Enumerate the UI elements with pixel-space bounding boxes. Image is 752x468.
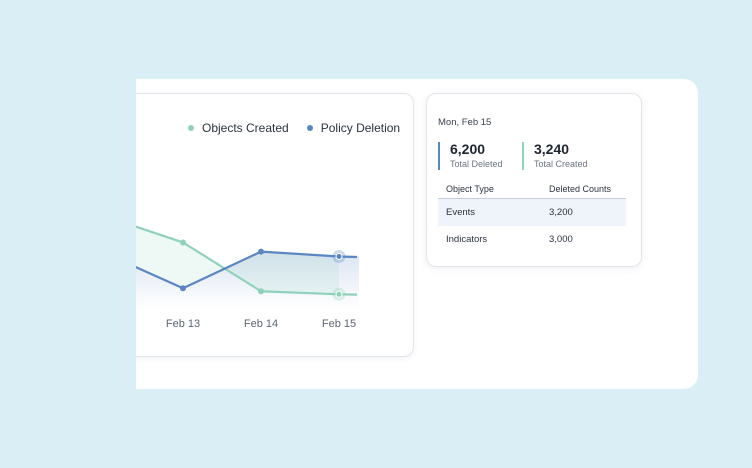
cell-object-type: Events bbox=[446, 207, 476, 218]
area-fill-between-series bbox=[136, 226, 339, 295]
cell-object-type: Indicators bbox=[446, 234, 488, 245]
legend-item-objects-created[interactable]: Objects Created bbox=[188, 121, 289, 135]
legend-dot-icon bbox=[188, 125, 194, 131]
table-row[interactable]: Indicators 3,000 bbox=[438, 226, 626, 253]
dashboard-panel: Objects Created Policy Deletion Feb 12Fe… bbox=[136, 79, 698, 389]
total-created-value: 3,240 bbox=[534, 141, 570, 157]
legend-label: Policy Deletion bbox=[320, 121, 401, 135]
total-deleted-value: 6,200 bbox=[450, 141, 486, 157]
x-tick-label: Feb 13 bbox=[166, 318, 200, 330]
data-point bbox=[258, 248, 264, 255]
column-header-object-type: Object Type bbox=[446, 184, 494, 194]
column-header-deleted-counts: Deleted Counts bbox=[549, 184, 612, 194]
x-tick-label: Feb 14 bbox=[244, 318, 278, 330]
data-point bbox=[335, 290, 343, 298]
x-tick-label: Feb 15 bbox=[322, 318, 356, 330]
day-detail-card: Mon, Feb 15 6,200 Total Deleted 3,240 To… bbox=[426, 93, 642, 267]
total-deleted-label: Total Deleted bbox=[450, 159, 503, 169]
cell-deleted-count: 3,200 bbox=[549, 207, 573, 218]
line-chart-card: Objects Created Policy Deletion Feb 12Fe… bbox=[136, 93, 414, 357]
data-point bbox=[258, 288, 264, 295]
deleted-counts-table: Object Type Deleted Counts Events 3,200 … bbox=[438, 180, 626, 253]
legend-dot-icon bbox=[306, 125, 313, 131]
total-created-label: Total Created bbox=[534, 159, 588, 169]
legend-label: Objects Created bbox=[202, 121, 289, 135]
total-created-stat: 3,240 Total Created bbox=[522, 142, 588, 170]
data-point bbox=[335, 252, 343, 260]
data-point bbox=[180, 239, 186, 246]
cell-deleted-count: 3,000 bbox=[549, 234, 573, 245]
table-header-row: Object Type Deleted Counts bbox=[438, 180, 626, 199]
detail-date: Mon, Feb 15 bbox=[438, 117, 492, 128]
table-row[interactable]: Events 3,200 bbox=[438, 199, 626, 226]
chart-legend: Objects Created Policy Deletion bbox=[188, 121, 400, 135]
total-deleted-stat: 6,200 Total Deleted bbox=[438, 142, 503, 170]
area-fill-policy-deletion bbox=[136, 251, 359, 309]
legend-item-policy-deletion[interactable]: Policy Deletion bbox=[306, 121, 401, 135]
data-point bbox=[180, 285, 186, 292]
